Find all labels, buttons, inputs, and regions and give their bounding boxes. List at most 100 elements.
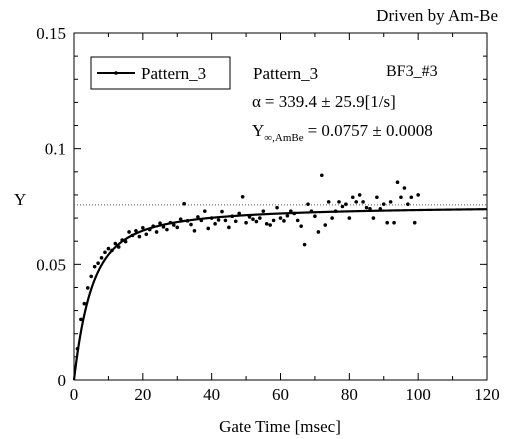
data-point bbox=[368, 207, 372, 211]
data-point bbox=[185, 219, 190, 223]
data-point bbox=[302, 242, 307, 247]
data-point bbox=[381, 202, 386, 206]
data-point bbox=[99, 256, 104, 260]
data-point bbox=[278, 216, 283, 220]
yinf-annotation: Y∞,AmBe = 0.0757 ± 0.0008 bbox=[252, 121, 433, 144]
alpha-value: = 339.4 ± 25.9[1/s] bbox=[265, 92, 396, 111]
data-point bbox=[320, 173, 324, 178]
data-point bbox=[233, 219, 238, 224]
data-point bbox=[85, 286, 90, 290]
data-point bbox=[106, 246, 111, 251]
x-axis-label: Gate Time [msec] bbox=[219, 417, 341, 436]
data-point bbox=[361, 200, 365, 204]
data-point bbox=[258, 216, 262, 220]
data-point bbox=[103, 250, 107, 255]
data-point bbox=[209, 216, 214, 220]
data-point bbox=[172, 223, 176, 227]
y-tick-label: 0.05 bbox=[36, 255, 66, 274]
data-point bbox=[340, 204, 345, 209]
data-point bbox=[402, 186, 407, 190]
data-point bbox=[261, 209, 266, 213]
legend-marker bbox=[114, 71, 118, 75]
chart-title: Driven by Am-Be bbox=[376, 6, 498, 25]
data-point bbox=[151, 224, 155, 228]
data-point bbox=[206, 226, 211, 231]
data-point bbox=[137, 234, 142, 239]
data-point bbox=[237, 211, 241, 216]
data-point bbox=[364, 205, 369, 210]
data-point bbox=[323, 223, 328, 227]
x-tick-label: 80 bbox=[341, 385, 358, 404]
data-point bbox=[350, 195, 355, 200]
data-point bbox=[92, 264, 97, 269]
data-point bbox=[399, 195, 403, 200]
data-point bbox=[282, 219, 286, 223]
detector-label: BF3_#3 bbox=[386, 63, 438, 80]
alpha-annotation: α = 339.4 ± 25.9[1/s] bbox=[252, 92, 396, 111]
fit-curve bbox=[72, 208, 488, 381]
data-point bbox=[313, 214, 317, 219]
y-tick-label: 0.1 bbox=[45, 140, 66, 159]
x-tick-label: 100 bbox=[405, 385, 431, 404]
data-point bbox=[96, 261, 100, 265]
data-point bbox=[178, 217, 183, 222]
data-point bbox=[189, 222, 193, 227]
data-point bbox=[271, 218, 276, 223]
x-tick-labels: 0 20 40 60 80 100 120 bbox=[70, 385, 500, 404]
data-point bbox=[326, 200, 331, 204]
data-point bbox=[165, 227, 169, 232]
data-point bbox=[127, 230, 131, 234]
data-point bbox=[409, 195, 414, 200]
data-point bbox=[134, 228, 138, 233]
data-point bbox=[275, 205, 279, 210]
data-point bbox=[333, 209, 338, 213]
data-point bbox=[264, 222, 269, 226]
data-point bbox=[254, 219, 259, 224]
x-tick-label: 60 bbox=[272, 385, 289, 404]
data-point bbox=[247, 215, 252, 219]
data-point bbox=[295, 218, 300, 223]
data-point bbox=[299, 224, 303, 228]
data-point bbox=[347, 216, 352, 220]
data-point bbox=[392, 220, 396, 225]
data-point bbox=[395, 180, 400, 185]
x-tick-label: 120 bbox=[474, 385, 500, 404]
data-point bbox=[123, 239, 128, 244]
data-point bbox=[89, 274, 94, 279]
data-point bbox=[175, 225, 180, 230]
data-point bbox=[154, 230, 159, 234]
y-tick-label: 0 bbox=[58, 371, 67, 390]
pattern-annotation: Pattern_3 bbox=[253, 64, 318, 83]
data-point bbox=[75, 346, 80, 351]
data-point bbox=[289, 209, 293, 213]
data-point bbox=[192, 228, 197, 233]
data-point bbox=[116, 245, 121, 249]
data-point bbox=[357, 193, 362, 197]
data-point bbox=[378, 207, 383, 211]
data-point bbox=[196, 215, 200, 219]
alpha-symbol: α bbox=[252, 92, 261, 111]
data-point bbox=[416, 193, 420, 197]
x-tick-label: 40 bbox=[203, 385, 220, 404]
data-point bbox=[354, 200, 359, 204]
data-point bbox=[213, 222, 217, 226]
legend: Pattern_3 bbox=[90, 56, 231, 90]
detector-text: BF3_#3 bbox=[386, 63, 438, 80]
data-point bbox=[344, 202, 348, 206]
x-tick-label: 20 bbox=[134, 385, 151, 404]
data-point bbox=[244, 220, 248, 225]
data-point bbox=[285, 213, 290, 218]
data-point bbox=[223, 218, 228, 223]
yinf-value: = 0.0757 ± 0.0008 bbox=[308, 121, 433, 140]
data-point bbox=[375, 195, 379, 200]
data-point bbox=[182, 201, 186, 206]
data-point bbox=[230, 214, 235, 219]
data-point bbox=[251, 217, 255, 222]
data-point bbox=[168, 220, 173, 225]
data-point bbox=[113, 241, 118, 246]
data-point bbox=[110, 248, 114, 253]
yinf-subscript: ∞,AmBe bbox=[264, 132, 303, 144]
x-tick-label: 0 bbox=[70, 385, 79, 404]
data-point bbox=[141, 225, 145, 230]
data-point bbox=[158, 221, 162, 225]
